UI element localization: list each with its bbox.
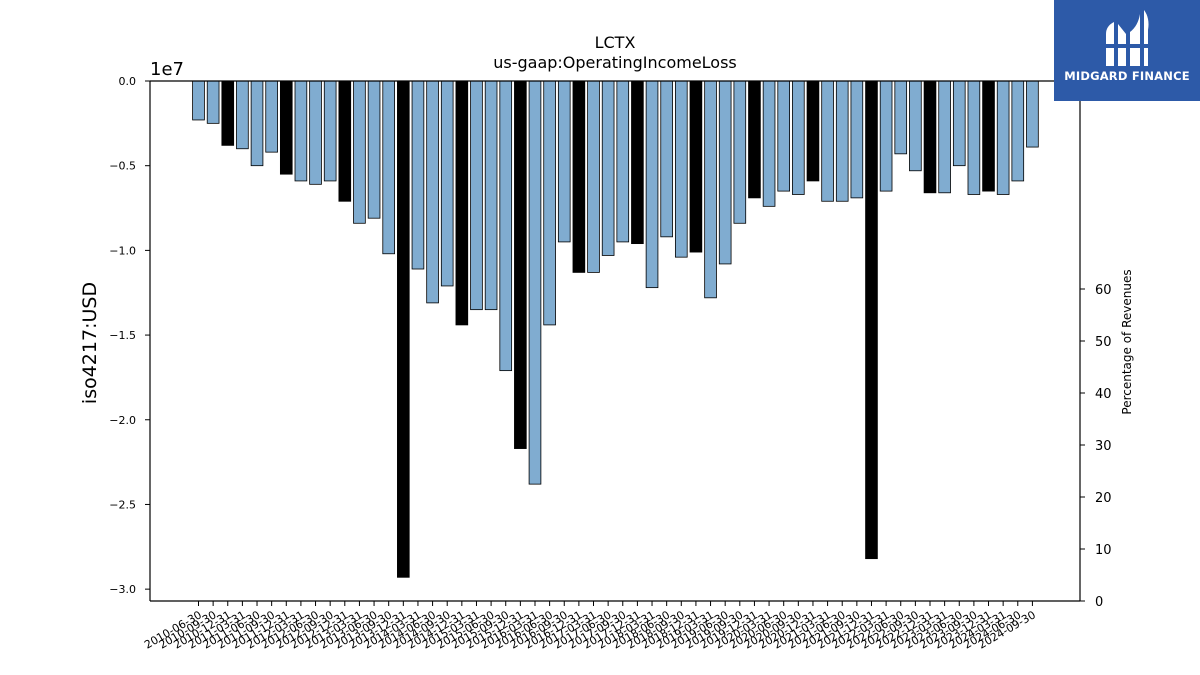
quarter-bar [499, 80, 513, 372]
y-tick-label: −0.5 [109, 160, 136, 173]
quarter-bar [206, 80, 220, 124]
y2-axis-ticks: 0 10 20 30 40 50 60 [1080, 283, 1112, 610]
y2-tick-label: 20 [1095, 491, 1112, 506]
axes-frame [149, 80, 1081, 602]
quarter-bar [411, 80, 425, 270]
quarter-bar [484, 80, 498, 311]
annual-bar [338, 80, 352, 202]
quarter-bar [192, 80, 205, 121]
chart-subtitle: us-gaap:OperatingIncomeLoss [493, 53, 737, 72]
y-tick-label: −1.5 [109, 329, 136, 342]
quarter-bar [265, 80, 278, 153]
y2-axis-label: Percentage of Revenues [1120, 269, 1134, 414]
quarter-bar [587, 80, 600, 273]
annual-bar [865, 80, 878, 560]
y-tick-label: −1.0 [109, 244, 136, 257]
quarter-bar [777, 80, 790, 192]
y-tick-label: −2.0 [109, 414, 136, 427]
quarter-bar [704, 80, 717, 299]
y2-tick-label: 0 [1095, 595, 1103, 610]
annual-bar [279, 80, 293, 175]
quarter-bar [323, 80, 337, 182]
quarter-bar [718, 80, 732, 265]
quarter-bar [909, 80, 922, 172]
annual-bar [748, 80, 761, 199]
quarter-bar [674, 80, 688, 258]
quarter-bar [601, 80, 615, 256]
quarter-bar [762, 80, 776, 207]
y2-tick-label: 50 [1095, 335, 1112, 350]
y-tick-label: 0.0 [119, 75, 137, 88]
quarter-bar [309, 80, 322, 185]
quarter-bar [1026, 80, 1039, 148]
y2-tick-label: 30 [1095, 439, 1112, 454]
x-axis-ticks: 2010-06-302010-09-302010-12-312011-03-31… [142, 601, 1038, 652]
annual-bar [572, 80, 586, 273]
annual-bar [982, 80, 995, 192]
quarter-bar [850, 80, 864, 199]
quarter-bar [733, 80, 747, 224]
quarter-bar [426, 80, 439, 304]
y2-tick-label: 10 [1095, 543, 1112, 558]
y2-tick-label: 60 [1095, 283, 1112, 298]
quarter-bar [996, 80, 1010, 195]
annual-bar [455, 80, 469, 326]
annual-bar [689, 80, 703, 253]
logo-text: MIDGARD FINANCE [1064, 69, 1190, 83]
quarter-bar [952, 80, 966, 167]
annual-bar [923, 80, 937, 194]
annual-bar [631, 80, 644, 245]
quarter-bar [557, 80, 571, 243]
quarter-bar [236, 80, 249, 150]
quarter-bar [660, 80, 673, 238]
y-offset-label: 1e7 [150, 59, 184, 80]
annual-bar [806, 80, 820, 182]
annual-bar [514, 80, 527, 449]
midgard-finance-logo: MIDGARD FINANCE [1054, 0, 1200, 101]
y-tick-label: −3.0 [109, 583, 136, 596]
quarter-bar [543, 80, 556, 326]
quarter-bar [645, 80, 659, 289]
quarter-bar [1011, 80, 1025, 182]
quarter-bar [367, 80, 381, 219]
quarter-bar [967, 80, 981, 195]
quarter-bar [938, 80, 951, 194]
y-tick-label: −2.5 [109, 498, 136, 511]
y-axis-ticks: 0.0 −0.5 −1.0 −1.5 −2.0 −2.5 −3.0 [109, 75, 150, 596]
quarter-bar [821, 80, 834, 202]
quarter-bar [440, 80, 454, 287]
quarter-bar [792, 80, 805, 195]
quarter-bar [353, 80, 366, 224]
y-axis-label: iso4217:USD [79, 282, 101, 404]
quarter-bar [879, 80, 893, 192]
quarter-bar [616, 80, 630, 243]
quarter-bar [250, 80, 264, 167]
quarter-bar [528, 80, 542, 485]
annual-bar [221, 80, 235, 146]
quarter-bar [382, 80, 395, 255]
annual-bar [397, 80, 410, 578]
y2-tick-label: 40 [1095, 387, 1112, 402]
chart-title: LCTX [595, 33, 636, 52]
quarter-bar [470, 80, 483, 311]
bar-group [192, 80, 1039, 578]
quarter-bar [894, 80, 908, 155]
quarter-bar [835, 80, 849, 202]
quarter-bar [294, 80, 308, 182]
midgard-logo-icon [1106, 10, 1149, 66]
